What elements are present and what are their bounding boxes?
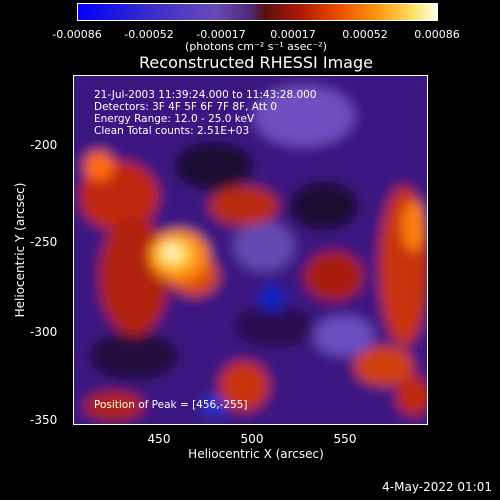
y-tick-label: -200: [30, 138, 58, 152]
x-tick-label: 500: [240, 432, 264, 446]
clean-counts-text: Clean Total counts: 2.51E+03: [94, 125, 250, 137]
peak-position-text: Position of Peak = [456,-255]: [94, 399, 248, 411]
timestamp: 4-May-2022 01:01: [382, 480, 492, 494]
y-axis-title: Heliocentric Y (arcsec): [13, 182, 27, 318]
colorbar: [77, 3, 438, 21]
y-tick-label: -350: [30, 413, 58, 427]
x-tick-label: 450: [147, 432, 171, 446]
colorbar-tick: 0.00052: [342, 28, 388, 41]
energy-range-text: Energy Range: 12.0 - 25.0 keV: [94, 113, 255, 125]
colorbar-tick: -0.00052: [124, 28, 174, 41]
x-axis-title: Heliocentric X (arcsec): [188, 447, 324, 461]
rhessi-image: 21-Jul-2003 11:39:24.000 to 11:43:28.000…: [73, 75, 428, 425]
time-range-text: 21-Jul-2003 11:39:24.000 to 11:43:28.000: [94, 89, 317, 101]
heatmap: [74, 76, 427, 424]
y-tick-label: -300: [30, 325, 58, 339]
y-tick-label: -250: [30, 235, 58, 249]
colorbar-tick: 0.00086: [414, 28, 460, 41]
image-title: Reconstructed RHESSI Image: [139, 53, 373, 72]
x-tick-label: 550: [333, 432, 357, 446]
colorbar-units: (photons cm⁻² s⁻¹ asec⁻²): [185, 40, 327, 53]
colorbar-tick: 0.00017: [270, 28, 316, 41]
colorbar-tick: -0.00086: [52, 28, 102, 41]
colorbar-tick: -0.00017: [196, 28, 246, 41]
detectors-text: Detectors: 3F 4F 5F 6F 7F 8F, Att 0: [94, 101, 278, 113]
